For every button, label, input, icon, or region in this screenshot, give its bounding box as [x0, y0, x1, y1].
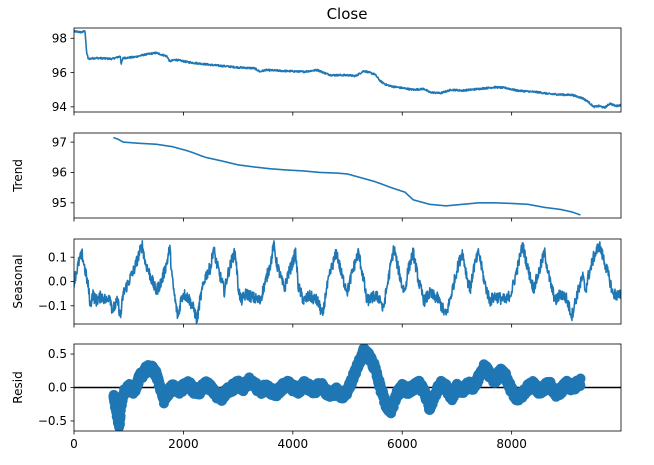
x-tick-label: 0 — [70, 437, 78, 451]
x-tick-label: 4000 — [278, 437, 309, 451]
y-tick-label: −0.1 — [38, 299, 67, 313]
y-axis-title: Resid — [11, 371, 25, 403]
x-tick-label: 8000 — [496, 437, 527, 451]
x-tick-label: 2000 — [168, 437, 199, 451]
axes-frame — [73, 132, 622, 219]
series-line — [74, 29, 621, 109]
y-tick-label: 0.0 — [48, 275, 67, 289]
y-tick-label: 94 — [52, 100, 67, 114]
series-line — [74, 240, 621, 324]
y-axis-title: Trend — [11, 159, 25, 193]
axes-frame — [73, 27, 622, 113]
resid-point — [575, 373, 586, 384]
y-tick-label: 97 — [52, 135, 67, 149]
y-axis-title: Seasonal — [11, 254, 25, 308]
series-line — [112, 136, 581, 216]
y-tick-label: 96 — [52, 66, 67, 80]
panel-seasonal: −0.1 0.0 0.1 Seasonal — [11, 238, 622, 328]
y-tick-label: 96 — [52, 166, 67, 180]
panel-close: 94 96 98 — [52, 27, 622, 116]
y-tick-label: −0.5 — [38, 414, 67, 428]
resid-markers — [108, 344, 586, 431]
y-tick-label: 0.1 — [48, 250, 67, 264]
y-tick-label: 98 — [52, 31, 67, 45]
y-tick-label: 0.0 — [48, 381, 67, 395]
panel-trend: 95 96 97 Trend — [11, 132, 622, 222]
figure-title: Close — [327, 5, 368, 23]
y-tick-label: 95 — [52, 196, 67, 210]
panel-resid: −0.5 0.0 0.5 0 2000 4000 6000 8000 Resid — [11, 343, 622, 451]
x-tick-label: 6000 — [387, 437, 418, 451]
axes-frame — [73, 238, 622, 325]
y-tick-label: 0.5 — [48, 347, 67, 361]
